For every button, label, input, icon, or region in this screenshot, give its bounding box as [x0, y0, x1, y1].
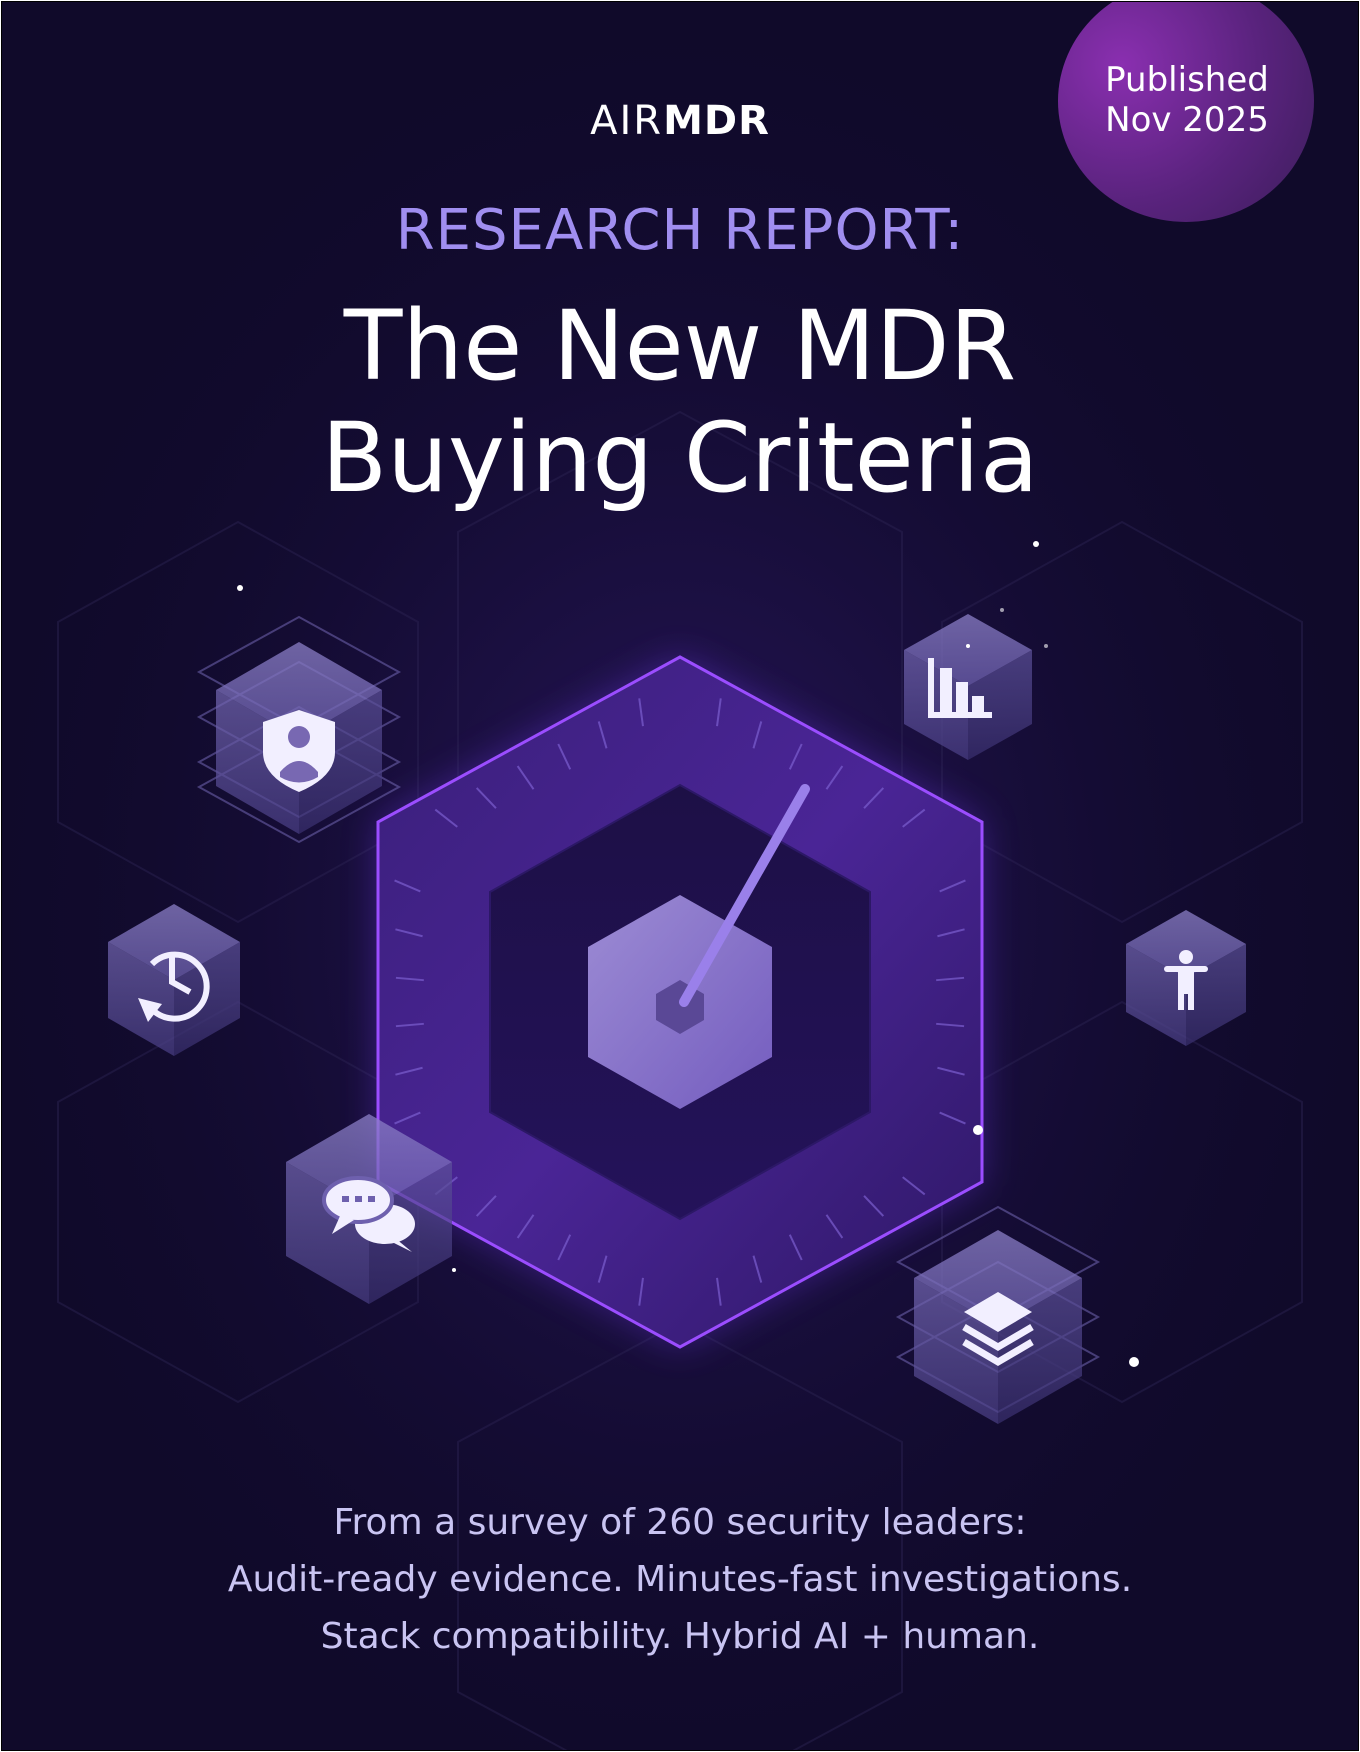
title-line1: The New MDR [343, 290, 1017, 402]
badge-line2: Nov 2025 [1105, 100, 1269, 140]
gauge-tick [638, 698, 644, 727]
gauge-tick [788, 1234, 803, 1261]
gauge-tick [395, 1022, 424, 1028]
published-badge-text: Published Nov 2025 [1082, 60, 1292, 140]
gauge-needle [679, 784, 810, 1007]
report-title: The New MDR Buying Criteria [2, 290, 1358, 514]
gauge-tick [936, 976, 965, 982]
chat-bubbles-icon [322, 1176, 415, 1252]
gauge-tick [902, 808, 926, 828]
logo-part1: AIR [590, 98, 664, 144]
gauge-tick [936, 1022, 965, 1028]
gauge-tick [788, 743, 803, 770]
brand-logo: AIRMDR [2, 98, 1358, 144]
gauge-tick [475, 1195, 497, 1217]
gauge-tick [937, 928, 965, 938]
report-summary: From a survey of 260 security leaders: A… [2, 1494, 1358, 1665]
gauge-tick [597, 721, 608, 749]
gauge-tick [557, 1234, 572, 1261]
gauge-tick [825, 765, 844, 790]
gauge-tick [863, 787, 885, 809]
gauge-tick [716, 698, 722, 727]
gauge-tick [395, 1066, 423, 1076]
summary-line1: From a survey of 260 security leaders: [333, 1502, 1027, 1543]
cube-chart [904, 614, 1032, 760]
gauge-tick [716, 1277, 722, 1306]
gauge-tick [902, 1176, 926, 1196]
cube-shield [196, 615, 402, 844]
gauge-tick [939, 879, 966, 893]
bar-chart-icon [928, 658, 992, 718]
gauge-tick [863, 1195, 885, 1217]
gauge-tick [939, 1111, 966, 1125]
summary-line2: Audit-ready evidence. Minutes-fast inves… [227, 1559, 1133, 1600]
cube-layers [895, 1205, 1101, 1424]
title-line2: Buying Criteria [321, 402, 1039, 514]
gauge-tick [937, 1066, 965, 1076]
clock-refresh-icon [147, 951, 210, 1022]
gauge-tick [516, 765, 535, 790]
layers-icon [962, 1292, 1034, 1367]
summary-line3: Stack compatibility. Hybrid AI + human. [320, 1616, 1040, 1657]
cube-clock [108, 904, 240, 1056]
published-badge [1058, 2, 1314, 222]
gauge-tick [394, 1111, 421, 1125]
person-icon [1164, 950, 1208, 1010]
gauge-tick [394, 879, 421, 893]
gauge-tick [395, 976, 424, 982]
gauge-tick [752, 721, 763, 749]
cube-chat [286, 1114, 452, 1304]
gauge-tick [434, 808, 458, 828]
report-kicker: RESEARCH REPORT: [395, 198, 965, 263]
gauge-tick [825, 1214, 844, 1239]
gauge-tick [475, 787, 497, 809]
gauge-tick [516, 1214, 535, 1239]
gauge-tick [752, 1255, 763, 1283]
gauge-tick [597, 1255, 608, 1283]
badge-line1: Published [1105, 60, 1269, 100]
logo-part2: MDR [663, 98, 770, 144]
sparkles [237, 541, 1139, 1367]
cube-person [1126, 910, 1246, 1046]
gauge-tick [557, 743, 572, 770]
gauge-tick [395, 928, 423, 938]
gauge-tick [638, 1277, 644, 1306]
